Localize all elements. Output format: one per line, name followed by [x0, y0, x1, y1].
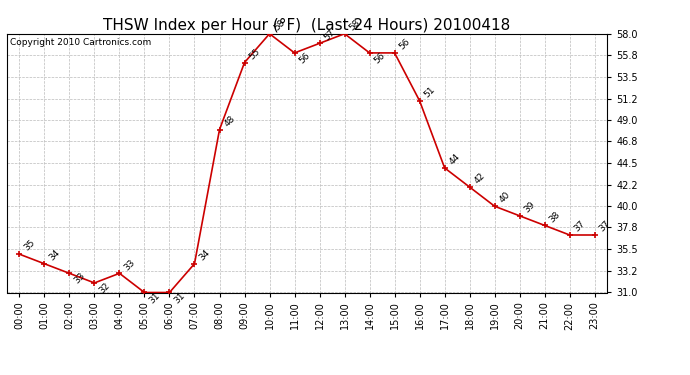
Text: 55: 55	[247, 46, 262, 61]
Text: 48: 48	[222, 114, 237, 128]
Text: 56: 56	[297, 51, 312, 65]
Text: 51: 51	[422, 85, 437, 99]
Text: 37: 37	[598, 219, 612, 234]
Text: 58: 58	[347, 18, 362, 32]
Text: 58: 58	[273, 18, 287, 32]
Text: 56: 56	[373, 51, 387, 65]
Text: 35: 35	[22, 238, 37, 253]
Text: Copyright 2010 Cartronics.com: Copyright 2010 Cartronics.com	[10, 38, 151, 46]
Text: 33: 33	[72, 272, 87, 286]
Text: 42: 42	[473, 171, 486, 186]
Title: THSW Index per Hour (°F)  (Last 24 Hours) 20100418: THSW Index per Hour (°F) (Last 24 Hours)…	[104, 18, 511, 33]
Text: 39: 39	[522, 200, 537, 214]
Text: 31: 31	[147, 291, 161, 305]
Text: 31: 31	[172, 291, 187, 305]
Text: 44: 44	[447, 152, 462, 166]
Text: 56: 56	[397, 37, 412, 51]
Text: 34: 34	[197, 248, 212, 262]
Text: 38: 38	[547, 210, 562, 224]
Text: 40: 40	[497, 190, 512, 205]
Text: 37: 37	[573, 219, 587, 234]
Text: 32: 32	[97, 281, 112, 296]
Text: 34: 34	[47, 248, 61, 262]
Text: 33: 33	[122, 258, 137, 272]
Text: 57: 57	[322, 27, 337, 42]
